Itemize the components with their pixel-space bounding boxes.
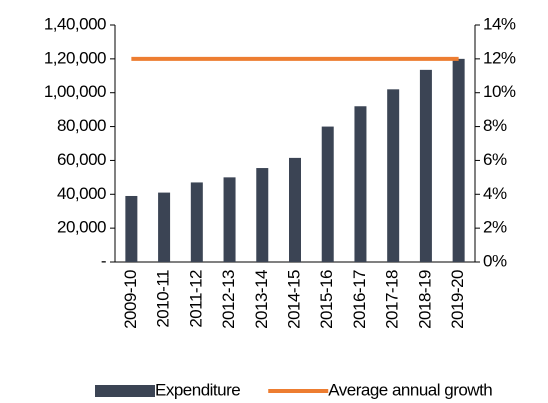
bar bbox=[256, 168, 269, 262]
y-tick-label: 80,000 bbox=[57, 116, 106, 135]
x-tick-label: 2019-20 bbox=[448, 270, 467, 329]
bar bbox=[190, 182, 203, 262]
x-tick-label: 2014-15 bbox=[284, 270, 303, 329]
bar bbox=[419, 69, 432, 262]
y-tick-label: 1,40,000 bbox=[44, 14, 106, 33]
y2-tick-label: 6% bbox=[483, 150, 507, 169]
y-tick-label: 40,000 bbox=[57, 184, 106, 203]
x-tick-label: 2013-14 bbox=[252, 270, 271, 329]
x-tick-label: 2009-10 bbox=[121, 270, 140, 329]
y2-tick-label: 10% bbox=[483, 82, 516, 101]
x-tick-label: 2016-17 bbox=[350, 270, 369, 329]
x-tick-label: 2012-13 bbox=[219, 270, 238, 329]
y2-tick-label: 2% bbox=[483, 218, 507, 237]
bar bbox=[125, 195, 138, 262]
y2-tick-label: 8% bbox=[483, 116, 507, 135]
bar bbox=[452, 58, 465, 262]
x-tick-label: 2017-18 bbox=[383, 270, 402, 329]
y-tick-label: 20,000 bbox=[57, 218, 106, 237]
legend-label: Expenditure bbox=[155, 380, 240, 399]
y-tick-label: 1,20,000 bbox=[44, 48, 106, 67]
bar bbox=[321, 126, 334, 262]
y-tick-label: 1,00,000 bbox=[44, 82, 106, 101]
bar bbox=[354, 106, 367, 262]
y2-tick-label: 12% bbox=[483, 48, 516, 67]
y-tick-label: 60,000 bbox=[57, 150, 106, 169]
x-tick-label: 2018-19 bbox=[415, 270, 434, 329]
legend-label: Average annual growth bbox=[328, 380, 492, 399]
x-tick-label: 2015-16 bbox=[317, 270, 336, 329]
bar bbox=[289, 157, 301, 262]
y2-tick-label: 4% bbox=[483, 184, 507, 203]
bar bbox=[223, 177, 236, 262]
y2-tick-label: 0% bbox=[483, 251, 507, 270]
bar bbox=[387, 89, 400, 262]
y-tick-label: - bbox=[101, 251, 106, 270]
bar bbox=[158, 192, 171, 262]
x-tick-label: 2010-11 bbox=[154, 270, 173, 328]
x-tick-label: 2011-12 bbox=[186, 270, 205, 328]
legend-swatch bbox=[95, 385, 155, 397]
y2-tick-label: 14% bbox=[483, 14, 516, 33]
